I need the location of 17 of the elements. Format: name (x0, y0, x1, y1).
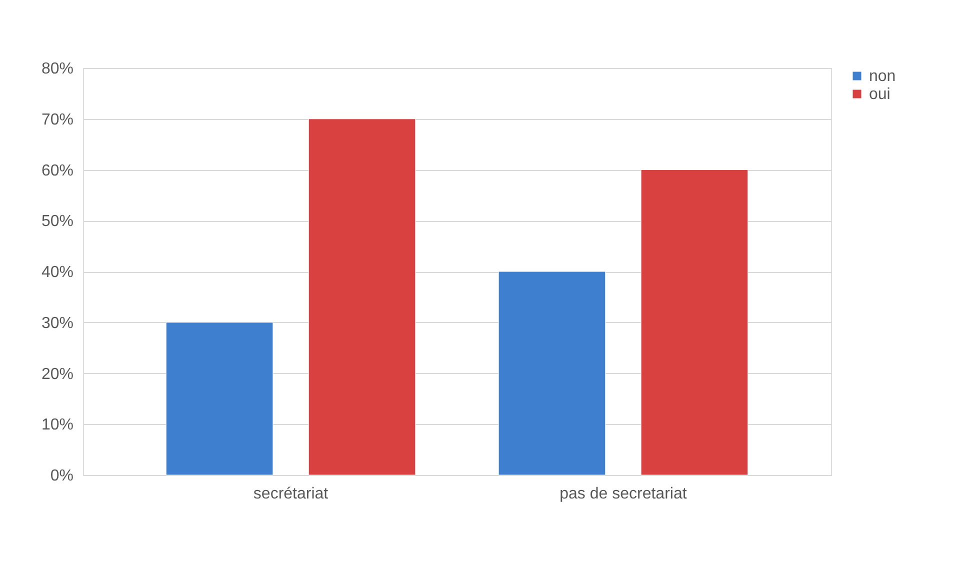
y-tick-label: 40% (41, 264, 74, 281)
bar (498, 271, 606, 476)
legend-label: non (869, 68, 896, 85)
bar (308, 118, 416, 476)
legend-label: oui (869, 86, 890, 103)
y-tick-label: 70% (41, 111, 74, 128)
y-tick-label: 80% (41, 60, 74, 78)
y-tick-label: 30% (41, 314, 74, 332)
y-tick-label: 0% (50, 468, 74, 484)
y-tick-label: 50% (41, 213, 74, 230)
y-tick-label: 60% (41, 162, 74, 180)
x-tick-label: secrétariat (253, 486, 329, 502)
x-tick-label: pas de secretariat (560, 486, 688, 502)
y-tick-label: 10% (41, 416, 74, 434)
y-tick-label: 20% (41, 366, 74, 383)
bar (640, 170, 748, 476)
bar (166, 322, 274, 476)
